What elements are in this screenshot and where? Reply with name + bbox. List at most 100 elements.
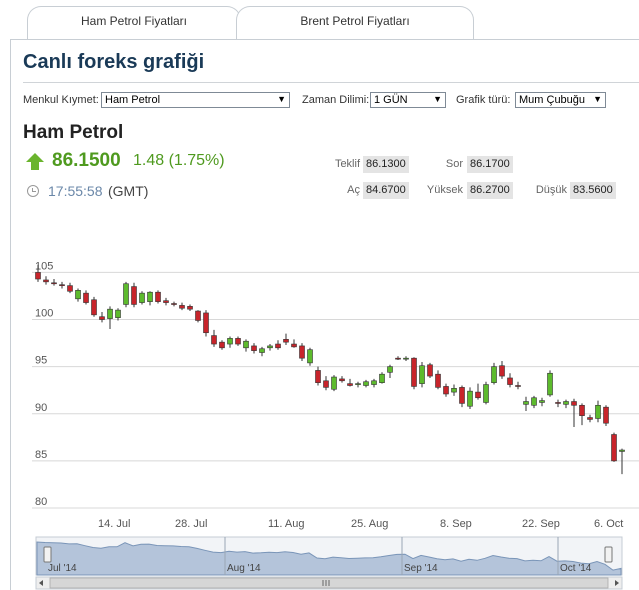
tab-label: Ham Petrol Fiyatları [80,14,188,28]
candle-body[interactable] [411,357,417,387]
candle-body[interactable] [67,285,73,292]
candle-body[interactable] [419,365,425,384]
candle-body[interactable] [483,384,489,403]
candle-body[interactable] [499,365,505,377]
candle-body[interactable] [235,338,241,345]
title-divider [23,82,639,83]
candle-body[interactable] [539,400,545,403]
candle-body[interactable] [171,303,177,305]
candle-body[interactable] [283,339,289,343]
candle-body[interactable] [451,388,457,393]
candle-body[interactable] [275,343,281,349]
candle-body[interactable] [155,291,161,302]
candle-body[interactable] [603,406,609,424]
candle-body[interactable] [179,305,185,309]
dropdown-arrow-icon: ▼ [433,94,442,104]
candle-body[interactable] [259,348,265,353]
timeframe-select[interactable]: 1 GÜN ▼ [370,92,446,108]
candle-body[interactable] [35,272,41,280]
candle-body[interactable] [595,404,601,419]
candle-body[interactable] [339,378,345,382]
candle-body[interactable] [291,343,297,348]
candle-body[interactable] [347,383,353,386]
candlestick-chart[interactable]: 80 85 90 95 100 105 14. Jul 28. Jul 11. Aug 25. A… [10,225,639,590]
candle-body[interactable] [563,401,569,405]
candle-body[interactable] [331,376,337,390]
dropdown-arrow-icon: ▼ [593,94,602,104]
candle-body[interactable] [371,380,377,385]
scroll-right-icon[interactable] [615,580,619,586]
candle-body[interactable] [211,335,217,345]
ask-label: Sor [445,158,463,170]
navigator-handle[interactable] [43,546,52,563]
candle-body[interactable] [307,349,313,364]
candle-body[interactable] [547,372,553,396]
candle-body[interactable] [491,366,497,383]
candle-body[interactable] [43,279,49,283]
candle-body[interactable] [611,434,617,462]
candle-body[interactable] [267,345,273,349]
candle-body[interactable] [555,402,561,404]
candle-body[interactable] [579,404,585,416]
x-tick-label: 28. Jul [175,518,207,530]
candle-body[interactable] [467,390,473,407]
tab-divider [10,39,639,40]
candle-body[interactable] [523,401,529,405]
tab-ham-petrol[interactable]: Ham Petrol Fiyatları [27,6,241,40]
candle-body[interactable] [435,373,441,388]
high-label: Yüksek [426,184,463,196]
tab-brent-petrol[interactable]: Brent Petrol Fiyatları [236,6,474,40]
candle-body[interactable] [123,283,129,305]
candle-body[interactable] [83,292,89,303]
candle-body[interactable] [403,357,409,360]
security-select[interactable]: Ham Petrol ▼ [101,92,290,108]
candle-body[interactable] [587,417,593,420]
candle-body[interactable] [115,309,121,318]
tab-label: Brent Petrol Fiyatları [300,14,410,28]
candle-body[interactable] [107,308,113,319]
charttype-select[interactable]: Mum Çubuğu ▼ [515,92,606,108]
x-tick-label: 11. Aug [268,518,305,530]
candle-body[interactable] [619,449,625,452]
candle-body[interactable] [91,299,97,316]
candle-body[interactable] [363,381,369,386]
candle-body[interactable] [243,340,249,349]
candle-body[interactable] [571,401,577,406]
scroll-left-icon[interactable] [39,580,43,586]
candle-body[interactable] [443,386,449,395]
candle-body[interactable] [251,345,257,351]
candle-body[interactable] [163,300,169,303]
candle-body[interactable] [475,391,481,399]
candle-body[interactable] [507,377,513,385]
candle-body[interactable] [59,284,65,286]
candle-body[interactable] [187,306,193,310]
instrument-name: Ham Petrol [23,122,124,143]
dropdown-arrow-icon: ▼ [277,94,286,104]
candle-body[interactable] [387,366,393,373]
candle-body[interactable] [131,286,137,305]
candle-body[interactable] [395,357,401,360]
candle-body[interactable] [195,310,201,321]
candle-body[interactable] [323,380,329,388]
candle-body[interactable] [227,338,233,345]
ask-value: 86.1700 [467,156,513,173]
candle-body[interactable] [219,341,225,349]
navigator-label: Aug '14 [227,563,261,574]
candle-body[interactable] [99,316,105,320]
candle-body[interactable] [515,385,521,387]
arrow-up-icon-stem [31,162,39,170]
candle-body[interactable] [315,370,321,383]
candle-body[interactable] [203,312,209,334]
navigator-handle[interactable] [604,546,613,563]
candle-body[interactable] [147,291,153,302]
candle-body[interactable] [299,345,305,359]
candle-body[interactable] [139,292,145,303]
candle-body[interactable] [355,383,361,385]
candle-body[interactable] [427,364,433,377]
timezone-label: (GMT) [108,183,149,199]
candle-body[interactable] [459,387,465,404]
candle-body[interactable] [531,397,537,406]
candle-body[interactable] [75,290,81,300]
candle-body[interactable] [379,373,385,383]
candle-body[interactable] [51,282,57,285]
